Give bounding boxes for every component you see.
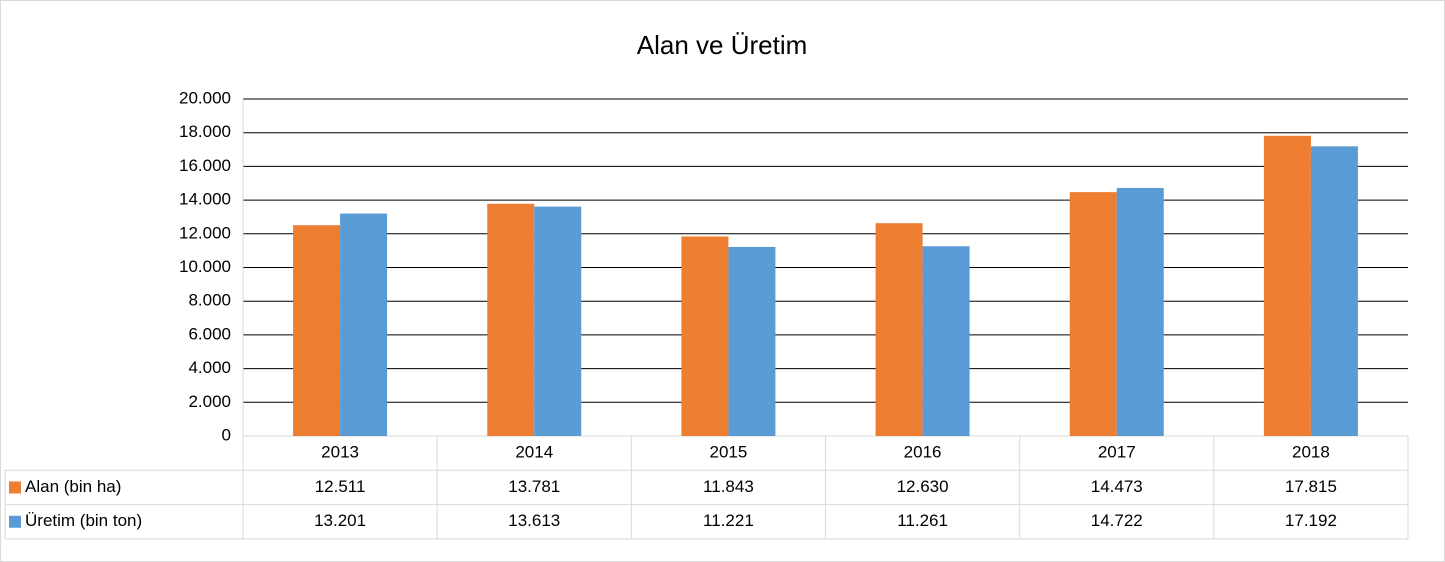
bar — [487, 203, 535, 436]
table-value: 13.613 — [508, 511, 560, 530]
table-value: 17.192 — [1285, 511, 1337, 530]
y-tick-label: 2.000 — [188, 392, 231, 411]
bar — [728, 246, 776, 436]
table-value: 11.261 — [897, 511, 948, 530]
y-tick-label: 18.000 — [179, 122, 231, 141]
bar — [922, 246, 970, 436]
y-tick-label: 20.000 — [179, 88, 231, 107]
table-value: 13.201 — [314, 511, 366, 530]
chart-title: Alan ve Üretim — [637, 30, 808, 60]
table-value: 14.722 — [1091, 511, 1143, 530]
bar — [1116, 187, 1164, 436]
bar — [1069, 192, 1117, 436]
x-tick-label: 2018 — [1292, 443, 1330, 462]
table-value: 11.843 — [703, 477, 754, 496]
bar — [1263, 135, 1311, 436]
x-tick-label: 2017 — [1098, 443, 1136, 462]
x-tick-label: 2013 — [321, 443, 359, 462]
bar — [1310, 146, 1358, 436]
x-tick-label: 2015 — [710, 443, 748, 462]
legend-swatch — [9, 515, 21, 528]
legend-swatch — [9, 481, 21, 494]
bar — [293, 225, 341, 436]
table-value: 11.221 — [703, 511, 754, 530]
y-tick-label: 0 — [222, 425, 231, 444]
y-tick-label: 16.000 — [179, 156, 231, 175]
bar — [681, 236, 729, 436]
y-tick-label: 8.000 — [188, 291, 231, 310]
table-value: 14.473 — [1091, 477, 1143, 496]
y-tick-label: 6.000 — [188, 324, 231, 343]
legend-label: Üretim (bin ton) — [25, 511, 142, 530]
table-value: 17.815 — [1285, 477, 1337, 496]
y-tick-label: 14.000 — [179, 190, 231, 209]
bar — [875, 223, 923, 436]
legend-label: Alan (bin ha) — [25, 477, 121, 496]
x-tick-label: 2016 — [904, 443, 942, 462]
bar — [340, 213, 388, 436]
x-tick-label: 2014 — [515, 443, 553, 462]
table-value: 13.781 — [508, 477, 560, 496]
table-value: 12.511 — [315, 477, 366, 496]
y-tick-label: 4.000 — [188, 358, 231, 377]
y-tick-label: 12.000 — [179, 223, 231, 242]
table-value: 12.630 — [897, 477, 949, 496]
bar — [534, 206, 582, 436]
y-tick-label: 10.000 — [179, 257, 231, 276]
